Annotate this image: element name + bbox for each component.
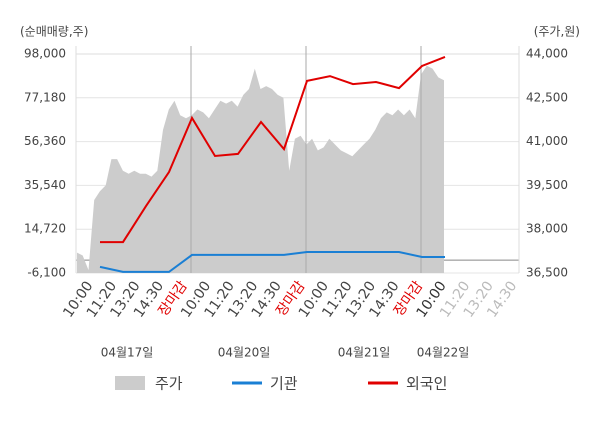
legend-label: 주가	[155, 375, 183, 393]
y-tick-label: 98,000	[24, 47, 66, 61]
legend-swatch	[115, 376, 145, 390]
y-tick-label: 14,720	[24, 222, 66, 236]
y2-tick-label: 42,500	[526, 90, 568, 104]
y-tick-label: 56,360	[24, 134, 66, 148]
y2-tick-label: 38,000	[526, 222, 568, 236]
y2-tick-label: 39,500	[526, 178, 568, 192]
y-tick-label: 77,180	[24, 90, 66, 104]
day-label: 04월22일	[417, 346, 470, 360]
y-axis-label: (순매매량,주)	[20, 25, 88, 39]
legend-label: 기관	[270, 375, 298, 393]
legend-label: 외국인	[406, 375, 447, 393]
series-line	[99, 251, 445, 273]
day-label: 04월20일	[218, 346, 271, 360]
day-label: 04월21일	[338, 346, 391, 360]
y2-tick-label: 41,000	[526, 134, 568, 148]
y-tick-label: 35,540	[24, 178, 66, 192]
price-area	[77, 65, 444, 273]
series-line	[100, 55, 446, 244]
y-tick-label: -6,100	[27, 266, 66, 280]
y2-axis-label: (주가,원)	[534, 25, 580, 39]
y2-tick-label: 44,000	[526, 47, 568, 61]
y2-tick-label: 36,500	[526, 266, 568, 280]
day-label: 04월17일	[101, 346, 154, 360]
